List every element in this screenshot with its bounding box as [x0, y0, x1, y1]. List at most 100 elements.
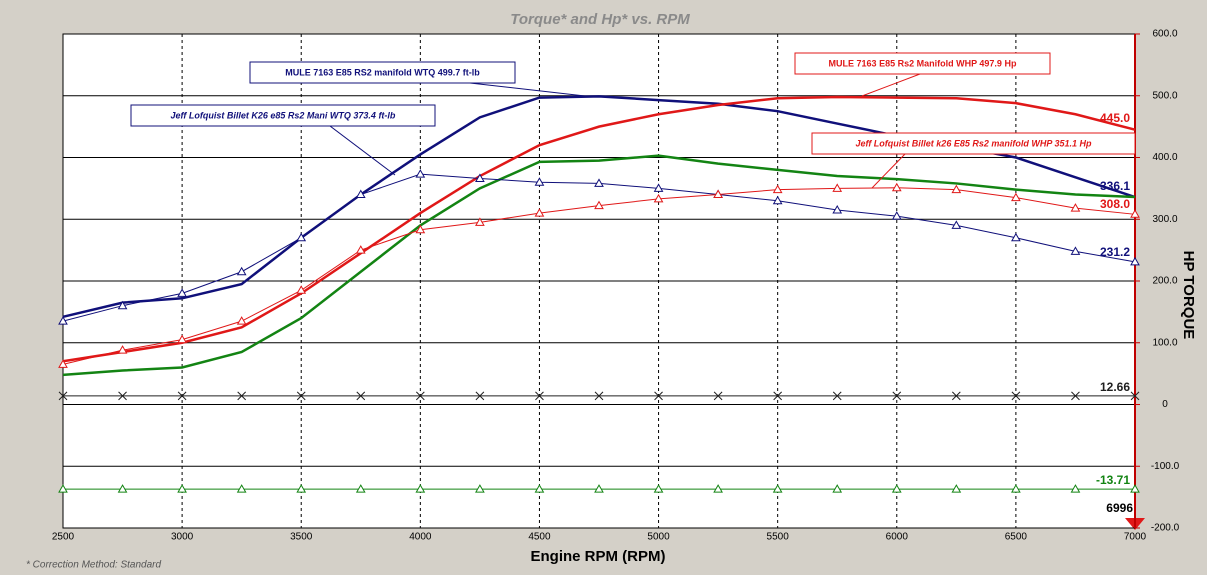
- x-marker: [415, 391, 425, 401]
- x-tick-label: 7000: [1124, 532, 1147, 543]
- triangle-marker: [1130, 256, 1140, 266]
- y-tick-label: 100.0: [1152, 337, 1177, 348]
- end-label: 12.66: [1100, 380, 1130, 394]
- series-line: [62, 95, 1136, 363]
- triangle-marker: [117, 484, 128, 493]
- x-marker: [1130, 391, 1140, 401]
- triangle-marker: [177, 484, 187, 493]
- end-label: 445.0: [1100, 111, 1130, 125]
- y-tick-label: -100.0: [1151, 461, 1180, 472]
- triangle-marker: [713, 189, 723, 199]
- triangle-marker: [58, 484, 68, 493]
- triangle-marker: [772, 184, 783, 194]
- triangle-marker: [951, 484, 962, 493]
- x-marker: [892, 391, 902, 401]
- triangle-marker: [653, 183, 664, 192]
- triangle-marker: [58, 359, 68, 368]
- end-label: 6996: [1106, 501, 1133, 515]
- x-marker: [535, 391, 544, 401]
- x-marker: [713, 391, 723, 401]
- x-marker: [594, 391, 604, 401]
- callout-arrow: [871, 153, 906, 189]
- triangle-marker: [832, 204, 843, 214]
- triangle-marker: [653, 484, 664, 493]
- x-tick-label: 6000: [886, 532, 909, 543]
- triangle-marker: [594, 200, 604, 210]
- y-tick-label: 400.0: [1152, 152, 1177, 163]
- triangle-marker: [355, 484, 366, 493]
- x-marker: [356, 391, 366, 401]
- x-tick-label: 2500: [52, 532, 75, 543]
- triangle-marker: [772, 484, 783, 493]
- x-tick-label: 3500: [290, 532, 313, 543]
- end-label: 336.1: [1100, 179, 1130, 193]
- triangle-marker: [832, 183, 843, 192]
- triangle-marker: [475, 217, 485, 226]
- triangle-marker: [415, 169, 426, 178]
- triangle-marker: [236, 316, 247, 325]
- y-tick-label: -200.0: [1151, 523, 1180, 534]
- chart-title: Torque* and Hp* vs. RPM: [510, 11, 690, 28]
- x-marker: [58, 391, 68, 401]
- triangle-marker: [594, 484, 604, 493]
- callout-text: MULE 7163 E85 Rs2 Manifold WHP 497.9 Hp: [829, 58, 1017, 68]
- triangle-marker: [594, 178, 604, 187]
- callout-box: [794, 52, 1051, 75]
- callout-text: Jeff Lofquist Billet k26 E85 Rs2 manifol…: [855, 138, 1092, 148]
- callout-arrow: [329, 125, 396, 176]
- triangle-marker: [891, 484, 902, 493]
- footnote: * Correction Method: Standard: [26, 560, 162, 571]
- triangle-marker: [951, 184, 962, 194]
- triangle-marker: [58, 316, 68, 325]
- y-tick-label: 500.0: [1152, 90, 1177, 101]
- y-tick-label: 600.0: [1152, 29, 1177, 40]
- x-marker: [177, 391, 187, 401]
- x-marker: [1071, 391, 1080, 401]
- triangle-marker: [951, 220, 962, 229]
- triangle-marker: [1011, 232, 1021, 242]
- x-marker: [118, 391, 127, 401]
- x-axis-label: Engine RPM (RPM): [531, 548, 666, 565]
- triangle-marker: [1130, 484, 1140, 493]
- triangle-marker: [713, 484, 723, 493]
- callout-text: MULE 7163 E85 RS2 manifold WTQ 499.7 ft-…: [285, 67, 480, 77]
- triangle-marker: [534, 177, 545, 186]
- triangle-marker: [891, 211, 902, 220]
- callout-arrow: [469, 82, 586, 97]
- x-marker: [773, 391, 783, 401]
- end-label: 308.0: [1100, 197, 1130, 211]
- triangle-marker: [236, 266, 247, 276]
- triangle-marker: [415, 224, 426, 234]
- triangle-marker: [236, 484, 247, 493]
- triangle-marker: [1070, 246, 1081, 255]
- end-label: -13.71: [1096, 473, 1130, 487]
- triangle-marker: [296, 232, 307, 242]
- x-marker: [475, 391, 485, 401]
- triangle-marker: [475, 173, 485, 182]
- triangle-marker: [1011, 484, 1021, 493]
- y-tick-label: 300.0: [1152, 214, 1177, 225]
- x-tick-label: 4000: [409, 532, 432, 543]
- callout-arrow: [861, 73, 921, 97]
- x-tick-label: 3000: [171, 532, 194, 543]
- callout-text: Jeff Lofquist Billet K26 e85 Rs2 Mani WT…: [171, 110, 396, 120]
- x-tick-label: 5500: [767, 532, 790, 543]
- triangle-marker: [1070, 484, 1081, 493]
- x-marker: [237, 391, 247, 401]
- x-tick-label: 5000: [647, 532, 670, 543]
- x-marker: [951, 391, 961, 401]
- triangle-marker: [117, 345, 128, 354]
- callout-box: [811, 132, 1136, 155]
- triangle-marker: [177, 288, 187, 297]
- triangle-marker: [653, 193, 664, 203]
- x-marker: [296, 391, 306, 401]
- triangle-marker: [415, 484, 426, 493]
- callout-box: [130, 104, 436, 127]
- x-marker: [654, 391, 663, 401]
- triangle-marker: [296, 285, 307, 294]
- triangle-marker: [177, 334, 187, 344]
- triangle-marker: [891, 182, 902, 192]
- y-tick-label: 200.0: [1152, 276, 1177, 287]
- triangle-marker: [1070, 203, 1081, 212]
